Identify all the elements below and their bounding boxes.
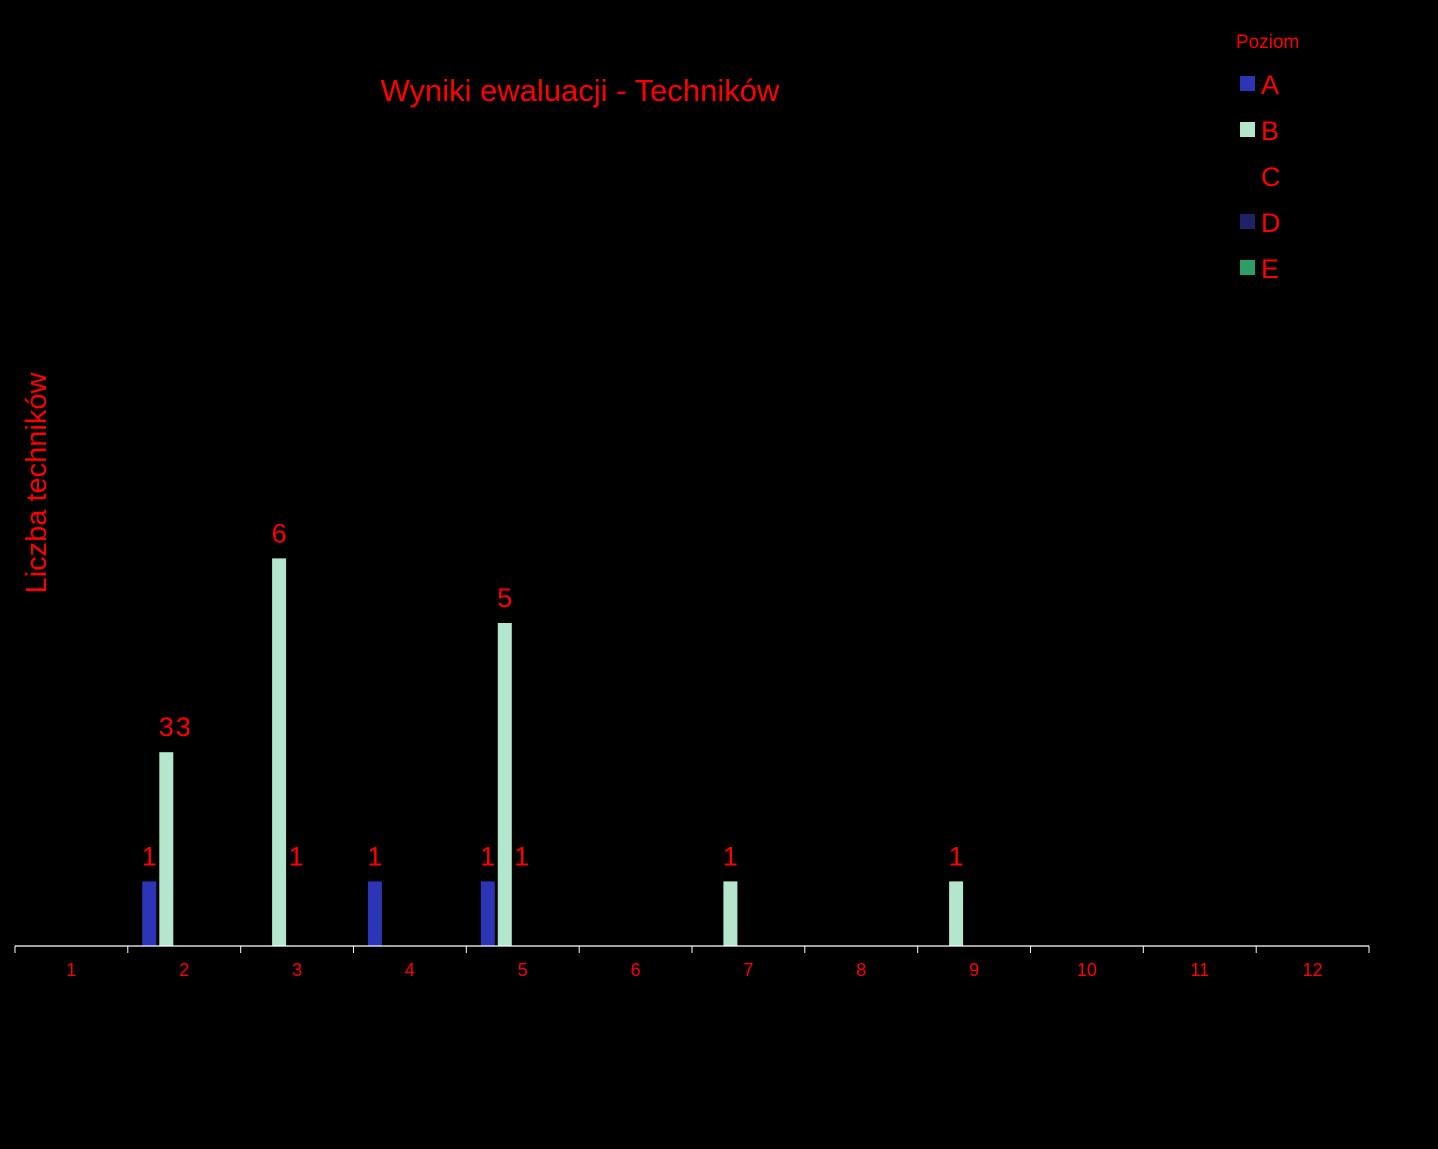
data-label: 1 xyxy=(480,841,495,871)
data-label: 1 xyxy=(514,841,529,871)
legend-label-c: C xyxy=(1261,162,1281,192)
legend-swatch-c xyxy=(1240,168,1255,183)
x-tick-label: 6 xyxy=(631,960,641,980)
x-tick-label: 9 xyxy=(969,960,979,980)
legend-label-d: D xyxy=(1261,208,1281,238)
bar-b-5 xyxy=(497,623,512,946)
data-label: 1 xyxy=(289,841,304,871)
x-tick-label: 10 xyxy=(1077,960,1097,980)
data-label: 3 xyxy=(159,712,174,742)
data-label: 5 xyxy=(497,583,512,613)
y-axis-label: Liczba techników xyxy=(21,372,53,594)
legend-title: Poziom xyxy=(1236,32,1299,53)
x-tick-label: 12 xyxy=(1303,960,1323,980)
legend-swatch-e xyxy=(1240,260,1255,275)
data-label: 1 xyxy=(142,841,157,871)
bar-a-2 xyxy=(142,881,157,946)
data-label: 1 xyxy=(367,841,382,871)
legend-swatch-d xyxy=(1240,214,1255,229)
bar-c-2 xyxy=(176,752,191,946)
legend-label-b: B xyxy=(1261,116,1279,146)
data-label: 6 xyxy=(272,518,287,548)
bar-b-7 xyxy=(723,881,738,946)
data-label: 1 xyxy=(949,841,964,871)
x-tick-label: 8 xyxy=(856,960,866,980)
x-tick-label: 11 xyxy=(1190,960,1209,980)
plot-area: 13 361 1 151 1 11 2 3 4 5 6 7 8 9 10 11 12 xyxy=(14,518,1370,980)
data-label: 3 xyxy=(176,712,191,742)
x-tick-label: 7 xyxy=(743,960,753,980)
bar-b-2 xyxy=(159,752,174,946)
legend-swatch-a xyxy=(1240,76,1255,91)
bar-c-3 xyxy=(289,881,304,946)
legend-swatch-b xyxy=(1240,122,1255,137)
bar-a-5 xyxy=(480,881,495,946)
chart-title: Wyniki ewaluacji - Techników xyxy=(381,73,780,108)
x-tick-label: 4 xyxy=(405,960,415,980)
bar-a-4 xyxy=(367,881,382,946)
bar-b-9 xyxy=(949,881,964,946)
bar-c-5 xyxy=(514,881,529,946)
legend-label-a: A xyxy=(1261,70,1279,100)
x-tick-label: 5 xyxy=(518,960,528,980)
x-tick-label: 1 xyxy=(66,960,76,980)
legend-label-e: E xyxy=(1261,254,1279,284)
x-tick-label: 2 xyxy=(179,960,189,980)
x-tick-label: 3 xyxy=(292,960,302,980)
bar-b-3 xyxy=(272,558,287,946)
data-label: 1 xyxy=(723,841,738,871)
